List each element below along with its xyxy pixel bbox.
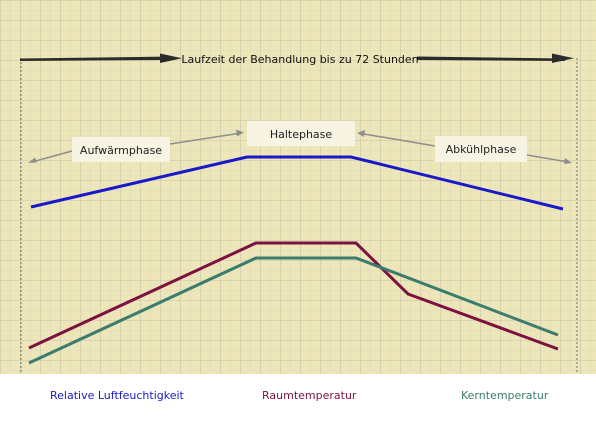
cooldown-right-arrow-icon xyxy=(526,154,572,164)
cooldown-phase-box xyxy=(435,136,527,162)
phase-arrows xyxy=(28,129,572,164)
legend-core-temperature: Kerntemperatur xyxy=(461,389,549,402)
runtime-arrow-right-shaft xyxy=(417,56,565,61)
hold-phase-label: Haltephase xyxy=(270,128,333,141)
cooldown-to-hold-arrow-icon xyxy=(357,130,436,147)
core-temperature-curve xyxy=(28,256,559,365)
warmup-left-arrow-icon xyxy=(28,150,73,163)
room-temperature-curve xyxy=(28,241,559,351)
runtime-arrow-left-shaft xyxy=(20,56,172,61)
runtime-title: Laufzeit der Behandlung bis zu 72 Stunde… xyxy=(181,53,418,66)
warmup-phase-box xyxy=(72,137,170,162)
hold-phase-box xyxy=(247,121,355,146)
runtime-arrow-icon xyxy=(20,53,574,63)
legend-humidity: Relative Luftfeuchtigkeit xyxy=(50,389,184,402)
legend-room-temperature: Raumtemperatur xyxy=(262,389,357,402)
runtime-arrow-right-head xyxy=(552,53,574,63)
warmup-to-hold-arrow-icon xyxy=(169,129,244,145)
humidity-curve xyxy=(30,155,564,211)
warmup-phase-label: Aufwärmphase xyxy=(80,144,162,157)
runtime-arrow-left-head xyxy=(160,53,182,63)
cooldown-phase-label: Abkühlphase xyxy=(446,143,517,156)
